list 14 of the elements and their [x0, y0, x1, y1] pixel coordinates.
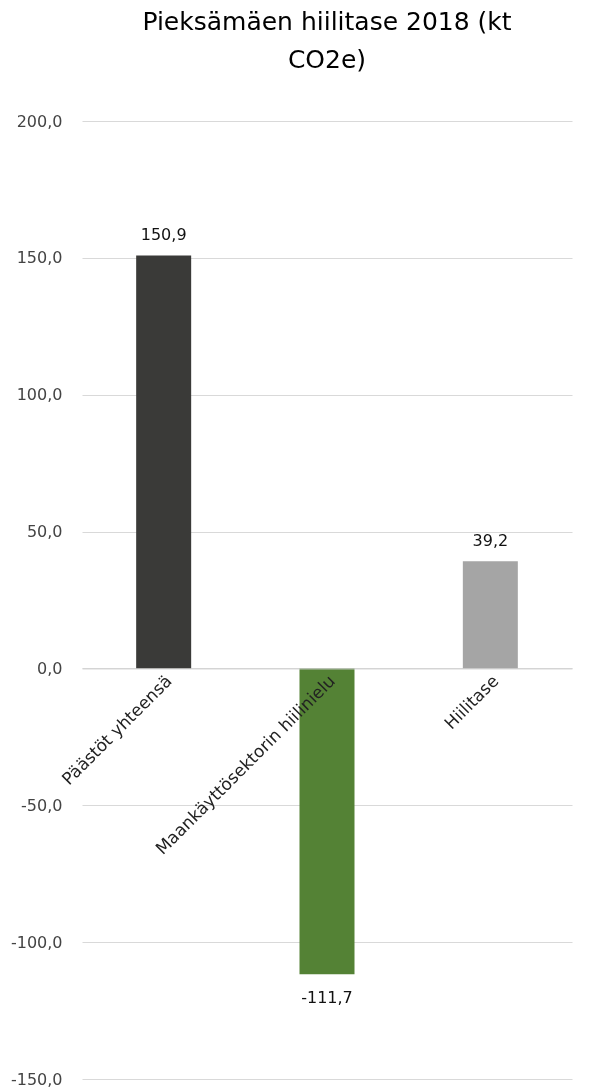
- bar: [462, 561, 518, 669]
- y-tick-label: 150,0: [16, 248, 63, 268]
- chart-title: Pieksämäen hiilitase 2018 (kt CO2e): [142, 7, 512, 74]
- y-tick-label: -150,0: [10, 1069, 63, 1088]
- bar: [136, 255, 192, 669]
- data-label: -111,7: [301, 988, 353, 1008]
- y-tick-label: 100,0: [16, 385, 63, 405]
- data-label: 150,9: [140, 225, 187, 245]
- y-tick-label: -100,0: [10, 932, 63, 952]
- y-tick-label: 0,0: [37, 658, 63, 678]
- y-tick-label: 200,0: [16, 111, 63, 131]
- y-tick-label: 50,0: [26, 522, 63, 542]
- data-label: 39,2: [472, 531, 509, 551]
- y-tick-label: -50,0: [21, 795, 63, 815]
